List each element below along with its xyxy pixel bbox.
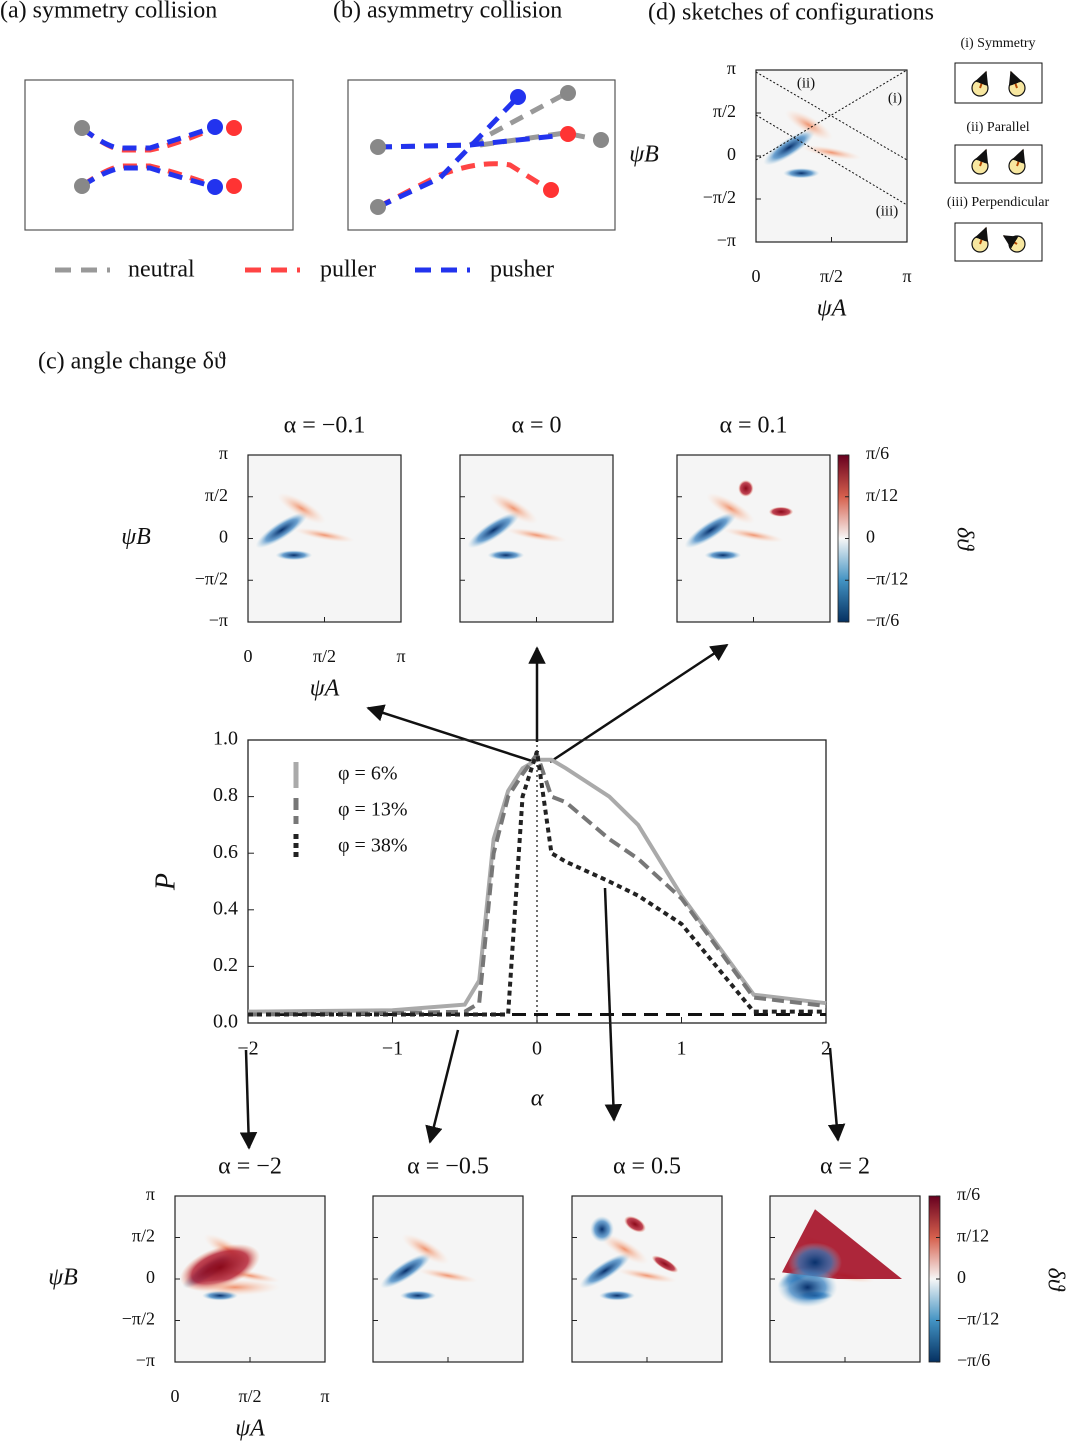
y-tick-label: π/2 — [132, 1226, 155, 1246]
panel-d-title: (d) sketches of configurations — [648, 0, 934, 26]
legend-label: φ = 38% — [338, 835, 407, 857]
y-tick-label: 0 — [146, 1267, 155, 1287]
colorbar-tick-label: 0 — [957, 1267, 966, 1287]
heatmap-title: α = −0.1 — [284, 413, 366, 439]
x-tick-label: π — [902, 266, 911, 286]
y-tick-label: π/2 — [205, 485, 228, 505]
y-tick-label: 0.8 — [213, 784, 238, 806]
x-tick-label: π — [320, 1386, 329, 1406]
x-tick-label: π/2 — [238, 1386, 261, 1406]
x-axis-label: ψA — [235, 1416, 265, 1442]
y-tick-label: π — [146, 1184, 155, 1204]
colorbar-tick-label: π/12 — [866, 485, 898, 505]
heatmap-blob — [400, 1291, 436, 1301]
y-axis-label: ψB — [48, 1265, 78, 1291]
legend-label: puller — [320, 257, 376, 283]
y-tick-label: 0 — [219, 527, 228, 547]
x-tick-label: π/2 — [313, 646, 336, 666]
heatmap-blob — [276, 550, 313, 560]
heatmap-blob — [590, 1216, 614, 1243]
heatmap-blob — [738, 480, 753, 497]
y-tick-label: −π/2 — [195, 568, 228, 588]
colorbar-tick-label: −π/6 — [957, 1350, 990, 1370]
y-tick-label: 1.0 — [213, 728, 238, 750]
y-axis-label: ψB — [121, 524, 151, 550]
heatmap-title: α = 0.5 — [613, 1154, 681, 1180]
heatmap-blob — [769, 507, 793, 517]
heatmap-title: α = −2 — [218, 1154, 282, 1180]
heatmap-blob — [190, 1279, 280, 1296]
x-tick-label: π/2 — [820, 266, 843, 286]
map-label: (i) — [888, 90, 902, 106]
colorbar-tick-label: 0 — [866, 527, 875, 547]
colorbar-tick-label: −π/6 — [866, 610, 899, 630]
legend-label: φ = 13% — [338, 799, 407, 821]
y-tick-label: −π — [209, 610, 228, 630]
x-axis-label: ψA — [310, 676, 340, 702]
x-tick-label: π — [396, 646, 405, 666]
y-tick-label: −π/2 — [703, 187, 736, 207]
colorbar-tick-label: π/6 — [866, 443, 889, 463]
map-label: (ii) — [797, 75, 815, 91]
y-tick-label: π — [727, 58, 736, 78]
heatmap-blob — [788, 1242, 842, 1282]
heatmap-blob — [488, 550, 525, 560]
y-tick-label: π/2 — [713, 101, 736, 121]
panel-b — [348, 80, 615, 230]
x-tick-label: 0 — [171, 1386, 180, 1406]
legend-label: neutral — [128, 257, 195, 283]
colorbar-tick-label: π/6 — [957, 1184, 980, 1204]
y-tick-label: −π — [136, 1350, 155, 1370]
y-axis-label: P — [150, 873, 181, 891]
heatmap-blob — [599, 1291, 635, 1301]
y-tick-label: π — [219, 443, 228, 463]
panel-a — [25, 80, 293, 230]
y-tick-label: 0.6 — [213, 841, 238, 863]
sketch-label: (iii) Perpendicular — [947, 195, 1050, 210]
y-axis-label: ψB — [629, 142, 659, 168]
line-chart: 0.0 0.2 0.4 0.6 0.8 1.0 −2 −1 0 1 2 α Pφ = 6% φ = 13%… — [150, 728, 831, 1112]
colorbar-tick-label: −π/12 — [866, 568, 908, 588]
x-tick-label: 1 — [677, 1038, 687, 1060]
legend-label: pusher — [490, 257, 554, 283]
panel-d-sketches — [955, 63, 1042, 261]
heatmap-title: α = 0.1 — [719, 413, 787, 439]
panel-c-title: (c) angle change δϑ — [38, 349, 226, 375]
y-tick-label: 0 — [727, 144, 736, 164]
x-tick-label: −2 — [237, 1038, 258, 1060]
heatmap-title: α = 2 — [820, 1154, 870, 1180]
colorbar-label: δϑ — [951, 527, 977, 551]
y-tick-label: −π — [717, 230, 736, 250]
x-tick-label: 0 — [752, 266, 761, 286]
sketch-label: (i) Symmetry — [960, 36, 1035, 51]
y-tick-label: 0.4 — [213, 897, 238, 919]
y-tick-label: 0.2 — [213, 954, 238, 976]
x-tick-label: 2 — [821, 1038, 831, 1060]
x-tick-label: 0 — [244, 646, 253, 666]
heatmap-blob — [783, 168, 819, 178]
x-axis-label: α — [531, 1086, 544, 1112]
heatmap-title: α = −0.5 — [407, 1154, 489, 1180]
colorbar-tick-label: π/12 — [957, 1226, 989, 1246]
panel-a-title: (a) symmetry collision — [0, 0, 217, 24]
map-label: (iii) — [876, 203, 899, 219]
colorbar-label: δϑ — [1042, 1268, 1068, 1292]
y-tick-label: 0.0 — [213, 1011, 238, 1033]
x-tick-label: −1 — [382, 1038, 403, 1060]
sketch-label: (ii) Parallel — [966, 120, 1029, 135]
legend-label: φ = 6% — [338, 763, 397, 785]
colorbar-tick-label: −π/12 — [957, 1309, 999, 1329]
arrows — [246, 645, 838, 1148]
x-axis-label: ψA — [817, 296, 847, 322]
heatmap-title: α = 0 — [511, 413, 561, 439]
y-tick-label: −π/2 — [122, 1309, 155, 1329]
x-tick-label: 0 — [532, 1038, 542, 1060]
figure: (a) symmetry collision (b) asymmetry col… — [0, 0, 1073, 1451]
heatmap-blob — [705, 550, 742, 560]
panel-b-title: (b) asymmetry collision — [333, 0, 562, 24]
